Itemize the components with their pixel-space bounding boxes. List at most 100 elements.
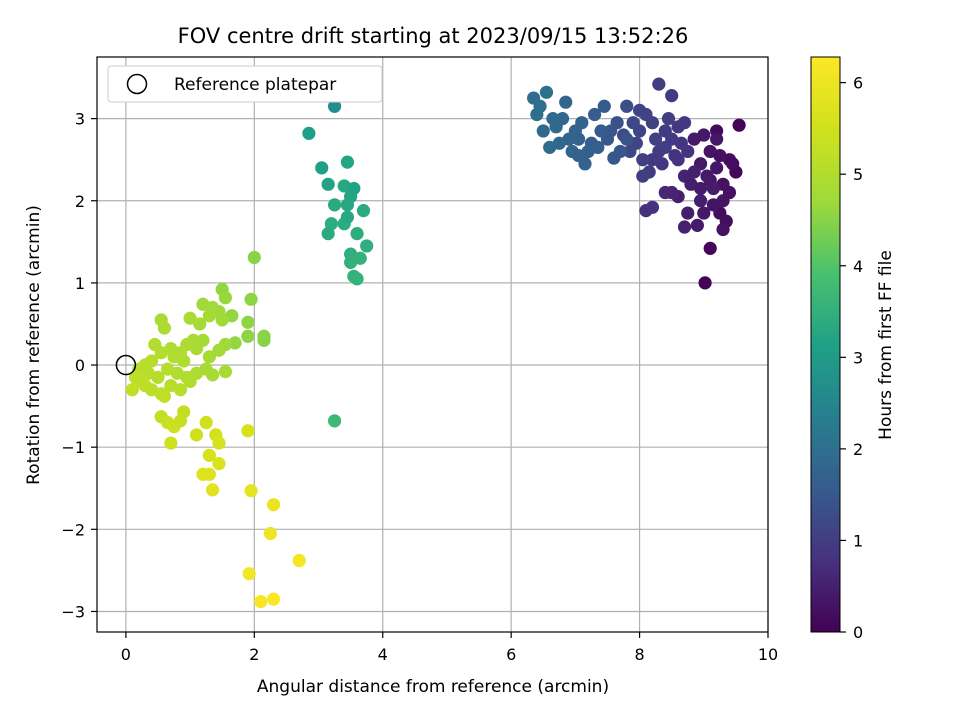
scatter-point bbox=[202, 467, 216, 481]
scatter-point bbox=[591, 140, 605, 154]
scatter-point bbox=[706, 181, 721, 196]
colorbar-ticks: 0 1 2 3 4 5 6 bbox=[840, 74, 863, 642]
scatter-point bbox=[697, 206, 711, 220]
colorbar-tick-label: 5 bbox=[853, 165, 863, 184]
scatter-point bbox=[594, 124, 608, 138]
scatter-point bbox=[212, 343, 226, 357]
scatter-point bbox=[597, 99, 611, 113]
scatter-point bbox=[193, 317, 207, 331]
scatter-point bbox=[575, 116, 589, 130]
scatter-point bbox=[257, 333, 271, 347]
y-tick-label: −1 bbox=[61, 438, 85, 457]
scatter-point bbox=[645, 153, 660, 167]
scatter-point bbox=[244, 292, 258, 306]
x-axis: 0 2 4 6 8 10 bbox=[121, 632, 778, 664]
y-tick-label: −3 bbox=[61, 602, 85, 621]
scatter-point bbox=[151, 370, 165, 384]
scatter-point bbox=[177, 354, 191, 368]
scatter-point bbox=[128, 370, 143, 384]
scatter-point bbox=[205, 483, 220, 497]
scatter-point bbox=[157, 321, 172, 335]
scatter-point bbox=[340, 155, 355, 169]
scatter-point bbox=[254, 595, 268, 609]
scatter-point bbox=[710, 161, 724, 175]
scatter-point bbox=[710, 132, 724, 146]
scatter-point bbox=[687, 165, 701, 179]
scatter-point bbox=[183, 374, 197, 389]
scatter-point bbox=[157, 389, 172, 403]
scatter-point bbox=[645, 200, 660, 214]
y-axis: −3 −2 −1 0 1 2 3 bbox=[61, 110, 97, 621]
x-tick-label: 4 bbox=[378, 645, 388, 664]
scatter-point bbox=[202, 448, 216, 462]
scatter-point bbox=[189, 428, 204, 442]
scatter-point bbox=[533, 99, 547, 113]
scatter-point bbox=[552, 136, 566, 150]
scatter-point bbox=[183, 311, 197, 325]
reference-marker-layer bbox=[115, 354, 137, 376]
legend-label: Reference platepar bbox=[174, 75, 336, 95]
scatter-point bbox=[202, 309, 216, 323]
scatter-point bbox=[202, 350, 216, 364]
scatter-point bbox=[205, 368, 220, 382]
scatter-point bbox=[173, 383, 188, 397]
scatter-point bbox=[639, 107, 653, 122]
colorbar-tick-label: 1 bbox=[853, 531, 863, 550]
scatter-point bbox=[716, 194, 730, 208]
scatter-point bbox=[321, 177, 335, 191]
scatter-point bbox=[302, 126, 316, 140]
scatter-point bbox=[327, 414, 342, 428]
y-axis-label: Rotation from reference (arcmin) bbox=[24, 205, 44, 485]
legend: Reference platepar bbox=[107, 65, 383, 103]
scatter-point bbox=[623, 144, 637, 159]
y-tick-label: 0 bbox=[75, 356, 85, 375]
scatter-point bbox=[652, 77, 666, 91]
scatter-point bbox=[578, 157, 592, 171]
y-tick-label: 2 bbox=[75, 192, 85, 211]
scatter-point bbox=[356, 204, 371, 218]
colorbar-tick-label: 3 bbox=[853, 348, 863, 367]
colorbar-tick-label: 6 bbox=[853, 74, 863, 93]
scatter-point bbox=[626, 116, 640, 130]
scatter-point bbox=[321, 227, 335, 241]
scatter-point bbox=[588, 107, 602, 122]
y-tick-label: 3 bbox=[75, 110, 85, 129]
scatter-point bbox=[713, 148, 727, 163]
scatter-point bbox=[327, 198, 342, 212]
scatter-point bbox=[266, 498, 281, 512]
scatter-point bbox=[263, 526, 277, 541]
scatter-point bbox=[649, 132, 663, 146]
scatter-point bbox=[698, 276, 712, 290]
scatter-point bbox=[665, 89, 679, 103]
legend-marker-open-circle bbox=[126, 73, 148, 95]
scatter-point bbox=[344, 255, 358, 269]
scatter-point bbox=[148, 337, 162, 352]
x-axis-label: Angular distance from reference (arcmin) bbox=[257, 677, 609, 697]
scatter-point bbox=[620, 99, 634, 113]
scatter-point bbox=[546, 112, 560, 126]
scatter-point bbox=[218, 365, 233, 379]
scatter-point bbox=[693, 181, 708, 196]
scatter-point bbox=[613, 144, 627, 159]
scatter-point bbox=[703, 241, 717, 255]
scatter-point bbox=[681, 206, 695, 220]
scatter-point bbox=[732, 118, 746, 132]
scatter-point bbox=[242, 567, 256, 581]
colorbar-tick-label: 0 bbox=[853, 623, 863, 642]
legend-box bbox=[107, 65, 383, 103]
colorbar-tick-label: 2 bbox=[853, 440, 863, 459]
scatter-point bbox=[177, 405, 191, 419]
scatter-point bbox=[125, 383, 139, 397]
scatter-point bbox=[215, 313, 229, 327]
scatter-point bbox=[218, 291, 233, 305]
scatter-point bbox=[726, 157, 740, 171]
scatter-point bbox=[700, 169, 714, 183]
colorbar: 0 1 2 3 4 5 6 Hours from first FF file bbox=[810, 56, 896, 642]
scatter-point bbox=[636, 153, 650, 167]
scatter-point bbox=[292, 553, 306, 568]
scatter-point bbox=[340, 198, 355, 212]
colorbar-tick-label: 4 bbox=[853, 257, 863, 276]
scatter-point bbox=[212, 457, 226, 471]
x-tick-label: 0 bbox=[121, 645, 131, 664]
